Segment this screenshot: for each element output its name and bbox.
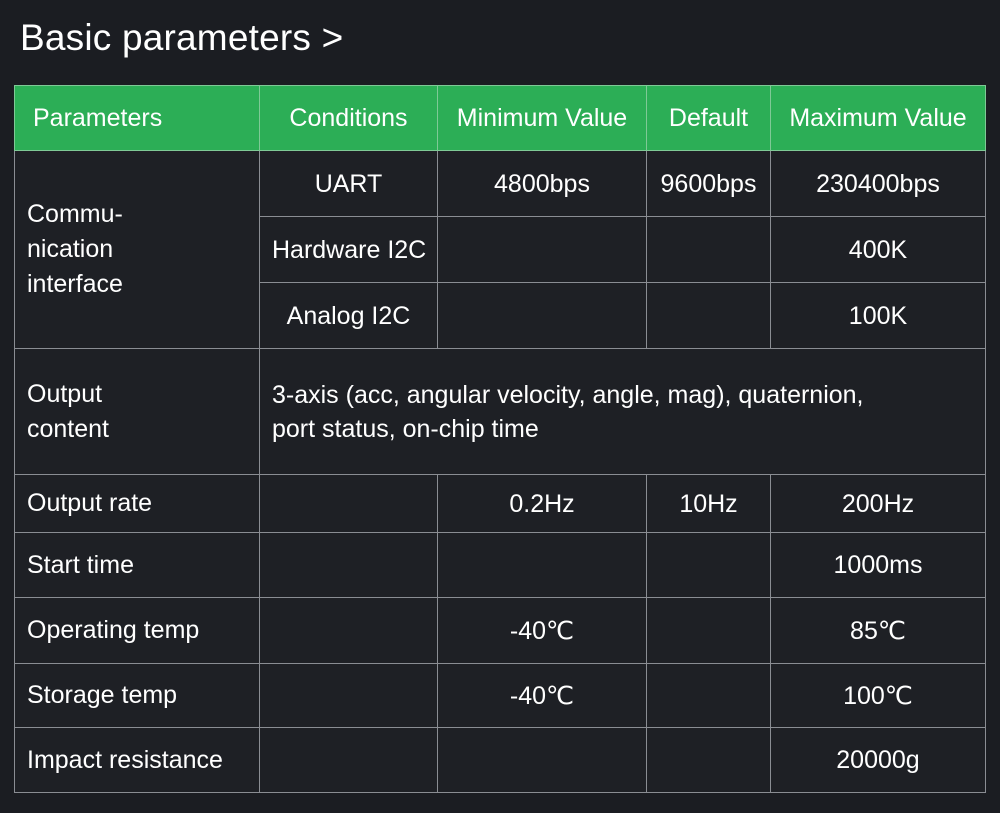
cell-condition-impact-resistance: [259, 727, 438, 793]
cell-default-output-rate: 10Hz: [646, 474, 771, 533]
cell-condition-hardware-i2c: Hardware I2C: [259, 216, 438, 283]
cell-maximum-hardware-i2c: 400K: [770, 216, 986, 283]
page-title: Basic parameters >: [20, 17, 344, 58]
row-label-impact-resistance: Impact resistance: [14, 727, 260, 793]
row-label-output-content: Output content: [14, 348, 260, 475]
cell-default-hardware-i2c: [646, 216, 771, 283]
table-header: Parameters Conditions Minimum Value Defa…: [14, 85, 986, 151]
cell-maximum-storage-temp: 100℃: [770, 663, 986, 728]
cell-minimum-uart: 4800bps: [437, 150, 647, 217]
cell-minimum-hardware-i2c: [437, 216, 647, 283]
cell-maximum-start-time: 1000ms: [770, 532, 986, 598]
cell-maximum-output-rate: 200Hz: [770, 474, 986, 533]
cell-maximum-analog-i2c: 100K: [770, 282, 986, 349]
row-label-communication-interface: Commu- nication interface: [14, 150, 260, 349]
column-header-minimum-value: Minimum Value: [437, 85, 647, 151]
cell-minimum-output-rate: 0.2Hz: [437, 474, 647, 533]
cell-default-start-time: [646, 532, 771, 598]
basic-parameters-table-container: Parameters Conditions Minimum Value Defa…: [14, 85, 986, 793]
cell-minimum-storage-temp: -40℃: [437, 663, 647, 728]
cell-condition-storage-temp: [259, 663, 438, 728]
table-body: Commu- nication interface UART 4800bps 9…: [14, 150, 986, 793]
cell-minimum-analog-i2c: [437, 282, 647, 349]
cell-default-analog-i2c: [646, 282, 771, 349]
table-row: Start time 1000ms: [14, 532, 986, 598]
basic-parameters-table: Parameters Conditions Minimum Value Defa…: [14, 85, 986, 793]
row-label-storage-temp: Storage temp: [14, 663, 260, 728]
cell-default-storage-temp: [646, 663, 771, 728]
cell-maximum-operating-temp: 85℃: [770, 597, 986, 664]
cell-output-content-value: 3-axis (acc, angular velocity, angle, ma…: [259, 348, 986, 475]
cell-default-uart: 9600bps: [646, 150, 771, 217]
table-row: Impact resistance 20000g: [14, 727, 986, 793]
cell-maximum-uart: 230400bps: [770, 150, 986, 217]
row-label-output-rate: Output rate: [14, 474, 260, 533]
table-row: Analog I2C 100K: [15, 282, 986, 349]
row-label-operating-temp: Operating temp: [14, 597, 260, 664]
column-header-default: Default: [646, 85, 771, 151]
cell-condition-output-rate: [259, 474, 438, 533]
table-header-row: Parameters Conditions Minimum Value Defa…: [14, 85, 986, 151]
cell-maximum-impact-resistance: 20000g: [770, 727, 986, 793]
table-row: Commu- nication interface UART 4800bps 9…: [14, 150, 986, 349]
cell-minimum-impact-resistance: [437, 727, 647, 793]
cell-condition-start-time: [259, 532, 438, 598]
table-row: Hardware I2C 400K: [15, 216, 986, 283]
column-header-parameters: Parameters: [14, 85, 260, 151]
row-label-start-time: Start time: [14, 532, 260, 598]
cell-condition-analog-i2c: Analog I2C: [259, 282, 438, 349]
table-row: Output rate 0.2Hz 10Hz 200Hz: [14, 474, 986, 533]
column-header-maximum-value: Maximum Value: [770, 85, 986, 151]
cell-condition-operating-temp: [259, 597, 438, 664]
column-header-conditions: Conditions: [259, 85, 438, 151]
cell-minimum-start-time: [437, 532, 647, 598]
cell-default-impact-resistance: [646, 727, 771, 793]
cell-condition-uart: UART: [259, 150, 438, 217]
cell-minimum-operating-temp: -40℃: [437, 597, 647, 664]
table-row: Operating temp -40℃ 85℃: [14, 597, 986, 664]
cell-default-operating-temp: [646, 597, 771, 664]
table-row: Storage temp -40℃ 100℃: [14, 663, 986, 728]
table-row: Output content 3-axis (acc, angular velo…: [14, 348, 986, 475]
